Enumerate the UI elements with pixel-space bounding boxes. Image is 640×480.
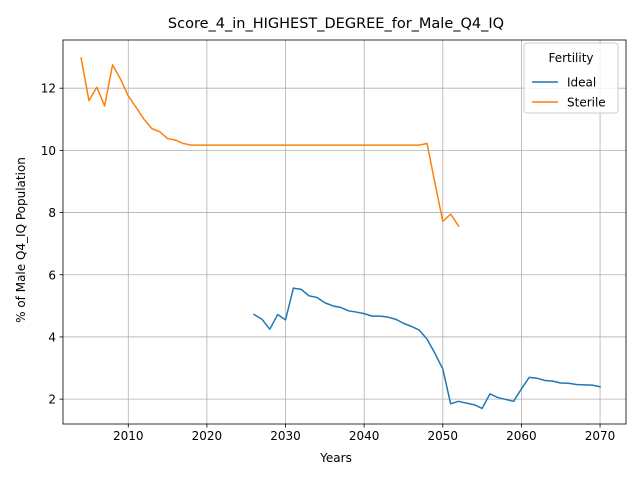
x-tick-label: 2050 bbox=[428, 429, 459, 443]
y-axis-ticks: 2 4 6 8 10 12 bbox=[41, 82, 63, 407]
legend-label-ideal: Ideal bbox=[567, 76, 596, 90]
y-axis-label: % of Male Q4_IQ Population bbox=[14, 157, 28, 323]
y-tick-label: 2 bbox=[48, 393, 56, 407]
x-axis-label: Years bbox=[319, 451, 352, 465]
y-tick-label: 6 bbox=[48, 268, 56, 282]
series-line-ideal bbox=[253, 287, 601, 410]
chart-title: Score_4_in_HIGHEST_DEGREE_for_Male_Q4_IQ bbox=[168, 16, 504, 32]
y-tick-label: 12 bbox=[41, 82, 56, 96]
y-tick-label: 8 bbox=[48, 206, 56, 220]
legend: Fertility Ideal Sterile bbox=[523, 42, 619, 114]
x-tick-label: 2020 bbox=[192, 429, 223, 443]
x-tick-label: 2060 bbox=[506, 429, 537, 443]
x-tick-label: 2010 bbox=[113, 429, 144, 443]
legend-items: Ideal Sterile bbox=[532, 76, 606, 110]
grid-lines bbox=[63, 40, 626, 424]
x-tick-label: 2070 bbox=[585, 429, 616, 443]
y-tick-label: 10 bbox=[41, 144, 56, 158]
legend-title: Fertility bbox=[548, 51, 593, 65]
x-tick-label: 2030 bbox=[270, 429, 301, 443]
series-line-sterile bbox=[80, 57, 460, 227]
plot-frame bbox=[62, 39, 627, 425]
x-tick-label: 2040 bbox=[349, 429, 380, 443]
y-tick-label: 4 bbox=[48, 330, 56, 344]
legend-label-sterile: Sterile bbox=[567, 96, 606, 110]
series-layer bbox=[80, 57, 601, 410]
x-axis-ticks: 2010 2020 2030 2040 2050 2060 2070 bbox=[113, 424, 615, 443]
legend-box bbox=[523, 42, 619, 114]
